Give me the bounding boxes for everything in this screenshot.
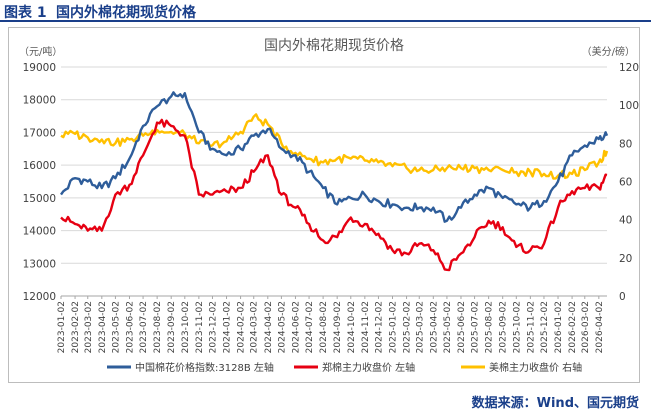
left-y-tick-label: 17000 [23,127,56,139]
chart-frame: 国内外棉花期现货价格 （元/吨） （美分/磅） 12000 13000 14000 1500… [8,27,640,383]
x-tick-label: 2024-02-02 [237,301,247,353]
x-tick-label: 2023-09-02 [167,301,177,353]
x-tick-label: 2024-07-02 [305,301,315,353]
x-tick-label: 2025-06-02 [457,301,467,353]
x-tick-label: 2023-11-02 [195,301,205,353]
x-tick-label: 2024-12-02 [374,301,384,353]
x-tick-label: 2023-02-02 [71,301,81,353]
left-y-tick-label: 19000 [23,62,56,74]
x-tick-label: 2024-09-02 [333,301,343,353]
x-tick-label: 2023-01-02 [57,301,67,353]
x-tick-label: 2024-08-02 [319,301,329,353]
right-y-tick-label: 60 [619,177,632,189]
left-y-tick-label: 15000 [23,193,56,205]
right-y-tick-label: 0 [619,291,626,303]
series-line-2 [60,118,608,272]
price-line-chart: 国内外棉花期现货价格 （元/吨） （美分/磅） 12000 13000 14000 1500… [19,37,639,374]
x-tick-label: 2023-05-02 [111,301,121,353]
left-y-tick-label: 16000 [23,160,56,172]
left-y-tick-label: 18000 [23,95,56,107]
left-y-tick-label: 14000 [23,226,56,238]
legend-label-3: 美棉主力收盘价 右轴 [489,361,582,374]
right-y-tick-label: 20 [619,253,632,265]
x-tick-label: 2026-04-02 [595,301,605,353]
legend-label-1: 中国棉花价格指数:3128B 左轴 [135,361,274,374]
series-line-1 [60,91,609,223]
x-tick-label: 2025-09-02 [499,301,509,353]
right-y-tick-label: 100 [619,100,639,112]
x-tick-label: 2024-10-02 [347,301,357,353]
x-tick-label: 2023-08-02 [153,301,163,353]
x-tick-label: 2023-07-02 [139,301,149,353]
figure-caption: 国内外棉花期现货价格 [56,5,196,21]
right-y-tick-label: 40 [619,215,632,227]
x-tick-label: 2024-03-02 [250,301,260,353]
x-tick-label: 2023-06-02 [125,301,135,353]
x-tick-label: 2025-12-02 [540,301,550,353]
x-tick-label: 2023-04-02 [98,301,108,353]
legend-label-2: 郑棉主力收盘价 左轴 [322,361,415,374]
x-tick-label: 2025-08-02 [485,301,495,353]
figure-header: 图表 1 国内外棉花期现货价格 [0,0,651,22]
right-y-tick-label: 120 [619,62,639,74]
right-y-tick-label: 80 [619,138,632,150]
header-divider [0,20,651,22]
x-tick-label: 2024-11-02 [361,301,371,353]
x-tick-label: 2025-02-02 [403,301,413,353]
x-tick-label: 2023-10-02 [181,301,191,353]
x-tick-label: 2025-05-02 [443,301,453,353]
x-tick-label: 2025-10-02 [512,301,522,353]
x-tick-label: 2026-02-02 [568,301,578,353]
x-tick-label: 2024-04-02 [264,301,274,353]
x-tick-label: 2023-12-02 [208,301,218,353]
data-source-note: 数据来源：Wind、国元期货 [471,396,639,411]
left-y-tick-label: 12000 [23,291,56,303]
x-tick-label: 2023-03-02 [84,301,94,353]
x-tick-label: 2024-01-02 [223,301,233,353]
x-tick-label: 2024-05-02 [277,301,287,353]
x-tick-label: 2026-01-02 [554,301,564,353]
x-tick-label: 2025-03-02 [415,301,425,353]
x-tick-label: 2025-01-02 [389,301,399,353]
chart-title: 国内外棉花期现货价格 [264,37,404,54]
x-tick-label: 2024-06-02 [291,301,301,353]
series-line-3 [60,113,609,180]
left-axis-unit-label: （元/吨） [19,45,62,58]
right-axis-unit-label: （美分/磅） [582,45,635,58]
x-tick-label: 2026-03-02 [581,301,591,353]
x-tick-label: 2025-07-02 [471,301,481,353]
x-tick-label: 2025-04-02 [429,301,439,353]
left-y-tick-label: 13000 [23,258,56,270]
x-tick-label: 2025-11-02 [526,301,536,353]
figure-number: 图表 1 [4,5,47,21]
